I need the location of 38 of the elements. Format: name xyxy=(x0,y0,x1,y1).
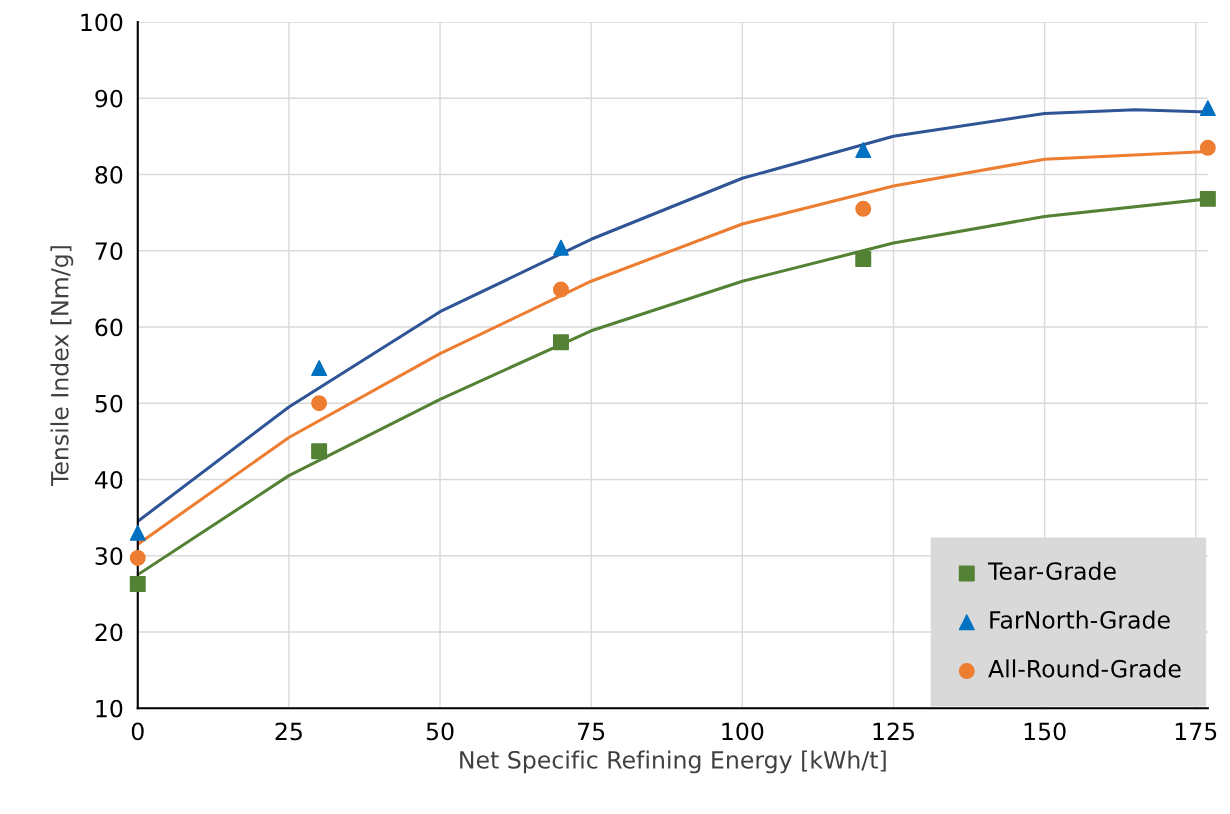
x-tick-label: 0 xyxy=(131,722,144,741)
x-tick-label: 175 xyxy=(1175,722,1217,741)
y-tick-label: 40 xyxy=(94,470,123,489)
y-tick-label: 10 xyxy=(96,699,123,718)
y-tick-label: 50 xyxy=(95,394,123,413)
point xyxy=(311,360,328,377)
y-axis-title: Tensile Index [Nm/g] xyxy=(50,246,74,487)
x-tick-label: 125 xyxy=(873,722,914,741)
y-tick-label: 30 xyxy=(95,547,123,565)
x-tick-label: 50 xyxy=(426,722,454,741)
point xyxy=(311,443,328,460)
point xyxy=(855,142,872,159)
point xyxy=(129,524,146,541)
x-tick-label: 75 xyxy=(578,722,605,741)
x-axis-title: Net Specific Refining Energy [kWh/t] xyxy=(460,750,886,774)
y-tick-label: 100 xyxy=(81,13,123,32)
legend-label: FarNorth-Grade xyxy=(990,610,1170,629)
point xyxy=(552,281,569,298)
y-tick-label: 60 xyxy=(95,318,123,337)
point xyxy=(1199,100,1216,117)
point xyxy=(855,251,872,268)
y-tick-label: 80 xyxy=(95,165,123,184)
legend-label: All-Round-Grade xyxy=(988,659,1181,678)
point xyxy=(1199,139,1216,156)
x-tick-label: 100 xyxy=(722,722,764,741)
point xyxy=(552,334,569,351)
point xyxy=(855,200,872,217)
y-tick-label: 20 xyxy=(95,623,123,642)
x-tick-label: 25 xyxy=(275,722,302,741)
point xyxy=(129,575,146,592)
y-tick-label: 70 xyxy=(95,242,123,261)
point xyxy=(311,395,328,412)
legend-label: Tear-Grade xyxy=(987,561,1116,580)
point xyxy=(552,239,569,256)
point xyxy=(129,549,146,566)
x-tick-label: 150 xyxy=(1024,722,1066,741)
point xyxy=(1199,190,1216,207)
y-tick-label: 90 xyxy=(95,89,123,108)
